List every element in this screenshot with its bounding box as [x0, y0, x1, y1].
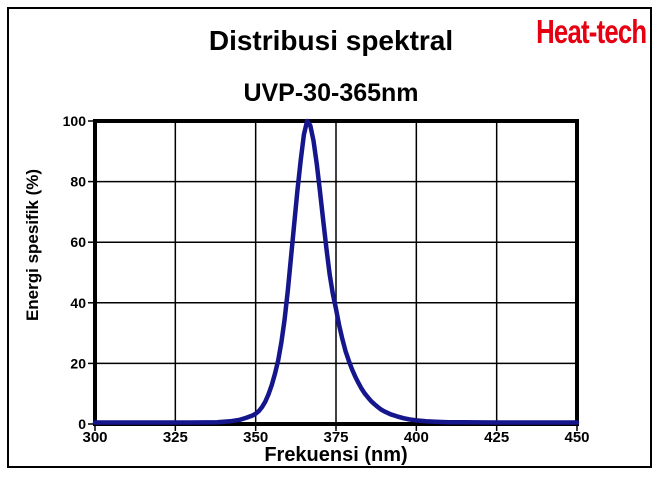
x-tick-label-375: 375 — [323, 429, 348, 446]
y-tick-label-80: 80 — [70, 174, 86, 190]
x-tick-label-450: 450 — [564, 429, 589, 446]
y-tick-label-40: 40 — [70, 295, 86, 311]
y-tick-label-100: 100 — [63, 113, 87, 129]
plot-border — [93, 119, 579, 426]
page-title: Distribusi spektral — [208, 25, 454, 56]
y-tick-label-20: 20 — [70, 355, 86, 371]
x-tick-label-425: 425 — [484, 429, 509, 446]
outer-border — [7, 7, 652, 468]
x-tick-label-300: 300 — [82, 429, 107, 446]
y-tick-label-0: 0 — [78, 416, 86, 432]
x-tick-label-400: 400 — [404, 429, 429, 446]
y-tick-label-60: 60 — [70, 234, 86, 250]
heat-tech-logo: Heat-tech — [535, 13, 647, 50]
x-tick-label-325: 325 — [163, 429, 188, 446]
spectrum-curve — [92, 118, 580, 425]
x-axis-label: Frekuensi (nm) — [264, 444, 408, 466]
x-tick-label-350: 350 — [243, 429, 268, 446]
chart-title: UVP-30-365nm — [243, 79, 419, 107]
